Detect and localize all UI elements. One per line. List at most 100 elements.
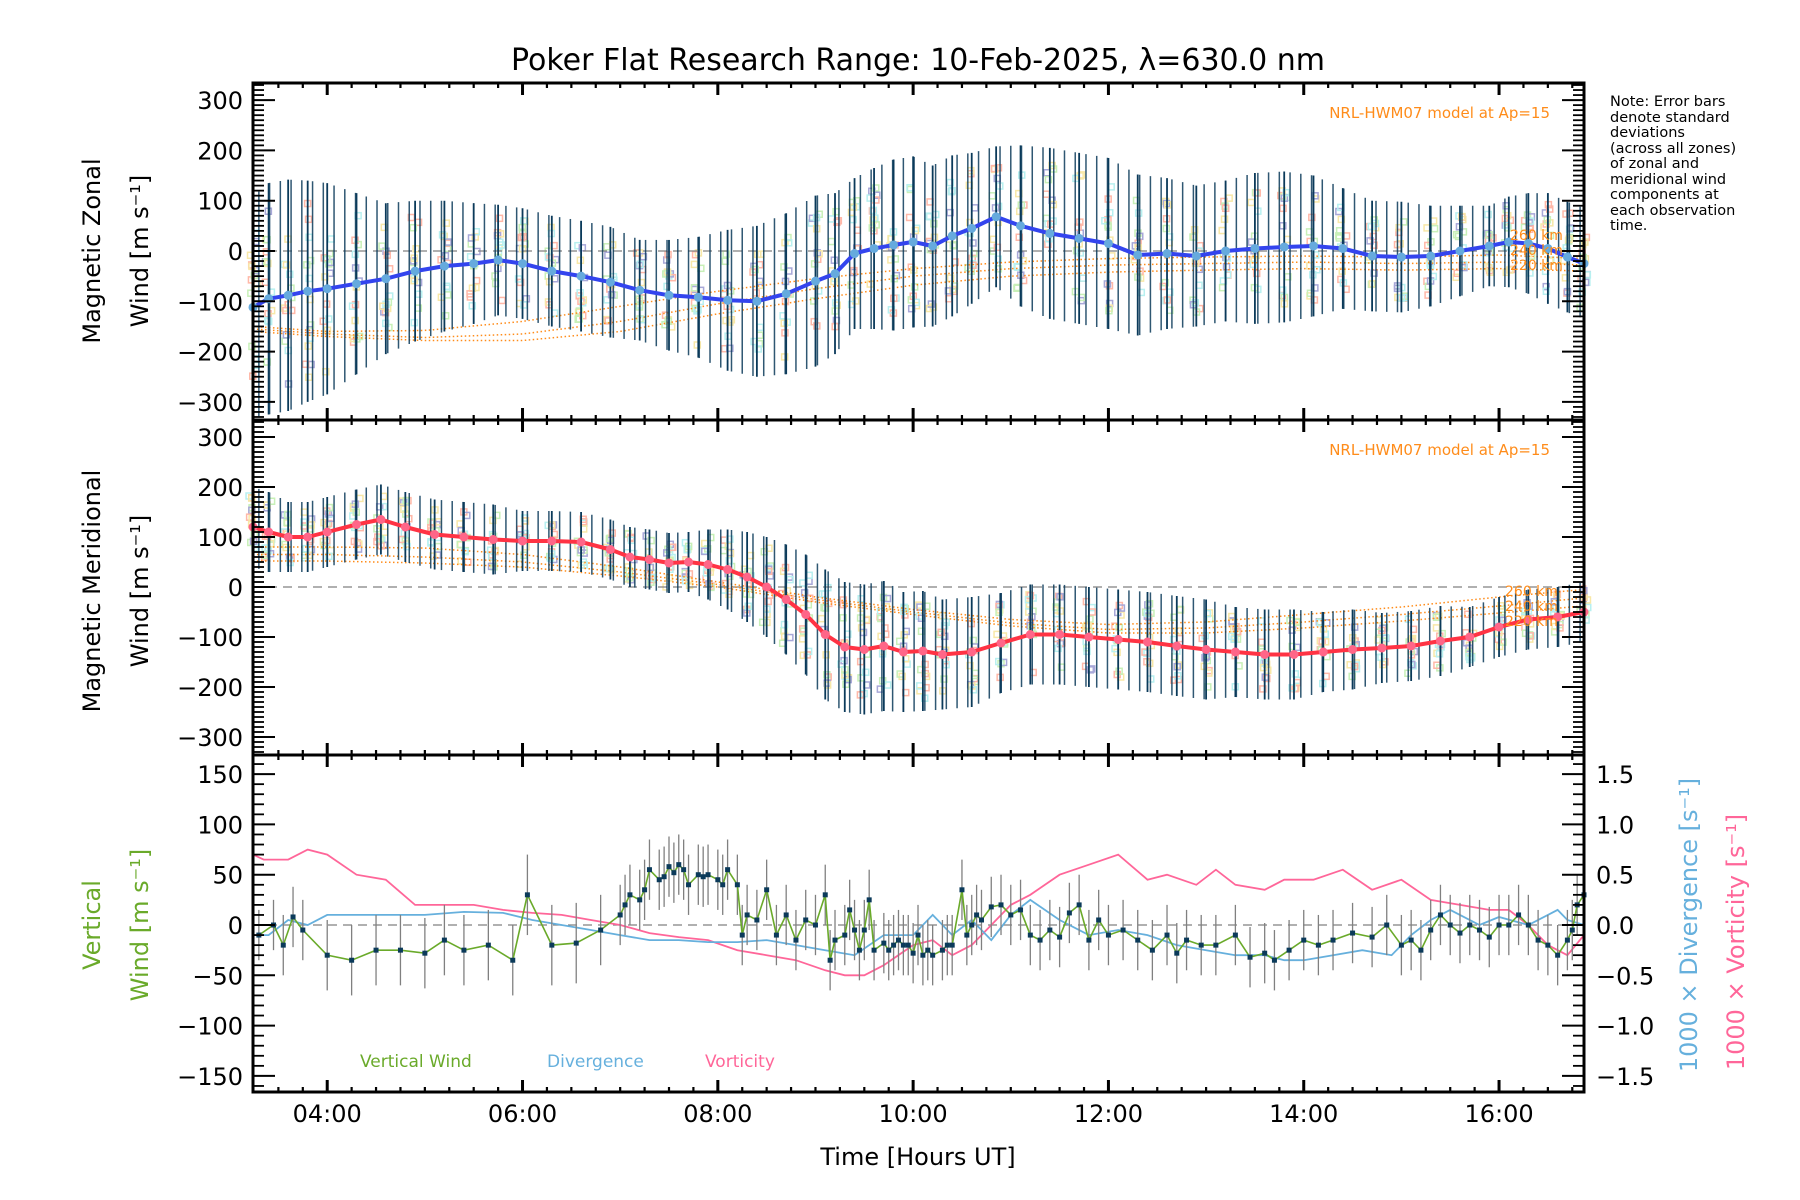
merid-zone-sample	[1174, 672, 1182, 680]
zonal-model-line-1	[252, 254, 1582, 333]
vertical-wind-point	[1545, 942, 1551, 948]
zonal-zone-sample	[1366, 237, 1374, 245]
zonal-zone-sample	[849, 203, 858, 211]
vertical-wind-point	[598, 927, 604, 933]
zonal-zone-sample	[949, 242, 958, 250]
zonal-zone-sample	[517, 233, 526, 242]
vertical-wind-point	[1384, 922, 1390, 928]
vertical-wind-point	[744, 912, 750, 918]
merid-zone-sample	[993, 630, 1001, 639]
vertical-wind-point	[1213, 942, 1219, 948]
meridional-ylabel-line2: Wind [m s⁻¹]	[126, 515, 154, 667]
x-axis-label: Time [Hours UT]	[819, 1143, 1015, 1171]
zonal-zone-sample	[412, 245, 420, 253]
merid-mean-point	[967, 647, 977, 657]
vertical-wind-point	[1428, 927, 1434, 933]
vertical-wind-point	[676, 862, 682, 868]
merid-zone-sample	[800, 589, 809, 597]
zonal-ytick-label: 200	[197, 137, 243, 165]
vertical-wind-point	[1174, 950, 1180, 956]
vertical-wind-point	[998, 902, 1004, 908]
vertical-wind-point	[1184, 937, 1190, 943]
merid-mean-point	[820, 630, 830, 639]
x-tick-label: 08:00	[683, 1100, 752, 1128]
vertical-wind-point	[1301, 937, 1307, 943]
vertical-wind-point	[871, 947, 877, 953]
zonal-mean-point	[493, 255, 503, 265]
vertical-wind-point	[1262, 950, 1268, 956]
panel-meridional: NRL-HWM07 model at Ap=15 260 km 240 km 2…	[78, 421, 1592, 753]
zonal-zone-sample	[1247, 198, 1256, 207]
vertical-wind-point	[939, 947, 945, 953]
merid-zone-sample	[764, 597, 772, 606]
zonal-mean-point	[991, 212, 1001, 222]
vertical-wind-point	[827, 957, 833, 963]
vertical-wind-point	[656, 877, 662, 883]
zonal-mean-point	[1455, 246, 1465, 256]
vertical-wind-point	[1477, 927, 1483, 933]
vertical-wind-point	[1398, 942, 1404, 948]
zonal-zone-sample	[690, 284, 699, 292]
zonal-zone-sample	[575, 315, 584, 323]
zonal-ytick-label: 300	[197, 87, 243, 115]
merid-zone-sample	[1174, 661, 1183, 669]
zonal-mean-point	[352, 279, 362, 289]
zonal-mean-point	[439, 261, 449, 271]
vertical-wind-point	[1149, 947, 1155, 953]
vertical-wind-point	[822, 892, 828, 898]
merid-mean-point	[376, 515, 386, 524]
merid-zone-sample	[861, 668, 870, 677]
merid-mean-point	[488, 535, 498, 544]
merid-mean-point	[625, 552, 635, 562]
vertical-wind-point	[280, 942, 286, 948]
merid-zone-sample	[1464, 610, 1472, 619]
zonal-zone-sample	[1218, 283, 1227, 292]
merid-mean-point	[1406, 641, 1416, 651]
zonal-zone-sample	[282, 331, 291, 339]
vertical-wind-point	[969, 922, 975, 928]
vertical-wind-point	[1437, 912, 1443, 918]
vertical-wind-point	[627, 892, 633, 898]
zonal-mean-point	[547, 266, 557, 276]
merid-zone-sample	[878, 677, 887, 685]
vertical-wind-point	[988, 904, 994, 910]
zonal-zone-sample	[578, 244, 587, 252]
merid-zone-sample	[647, 536, 655, 545]
zonal-mean-point	[1279, 242, 1289, 252]
zonal-zone-sample	[637, 278, 646, 287]
y2tick-label: −0.5	[1596, 962, 1654, 990]
x-tick-label: 16:00	[1464, 1100, 1533, 1128]
meridional-model-label: NRL-HWM07 model at Ap=15	[1329, 441, 1550, 459]
zonal-mean-point	[576, 271, 586, 281]
merid-mean-point	[1142, 637, 1152, 647]
zonal-mean-point	[322, 284, 332, 294]
merid-zone-sample	[881, 630, 890, 639]
vertical-wind-point	[959, 887, 965, 893]
vertical-wind-point	[1535, 937, 1541, 943]
zonal-zone-sample	[1220, 215, 1229, 223]
merid-zone-sample	[839, 600, 848, 609]
zonal-zone-sample	[324, 260, 333, 268]
y2tick-label: 0.5	[1596, 862, 1634, 890]
vertical-wind-point	[573, 940, 579, 946]
zonal-zone-sample	[285, 270, 294, 279]
zonal-zone-sample	[1305, 228, 1314, 236]
zonal-km-label-220: 220 km	[1510, 258, 1563, 274]
zonal-mean-point	[1504, 237, 1514, 247]
merid-mean-point	[303, 532, 313, 542]
y2tick-label: −1.5	[1596, 1063, 1654, 1091]
vertical-wind-point	[300, 927, 306, 933]
merid-zone-sample	[798, 635, 807, 643]
vertical-wind-point	[1506, 922, 1512, 928]
zonal-y-axis: −300 −200 −100 0 100 200 300	[177, 84, 1584, 418]
merid-mean-point	[918, 646, 928, 656]
zonal-model-label: NRL-HWM07 model at Ap=15	[1329, 104, 1550, 122]
zonal-zone-sample	[690, 260, 699, 269]
merid-mean-point	[1172, 641, 1182, 651]
vertical-wind-point	[510, 957, 516, 963]
zonal-mean-point	[469, 259, 479, 269]
panel-zonal: NRL-HWM07 model at Ap=15 260 km 240 km 2…	[78, 84, 1592, 418]
vertical-wind-point	[856, 947, 862, 953]
merid-zone-sample	[1054, 644, 1062, 653]
zonal-mean-point	[723, 295, 733, 305]
